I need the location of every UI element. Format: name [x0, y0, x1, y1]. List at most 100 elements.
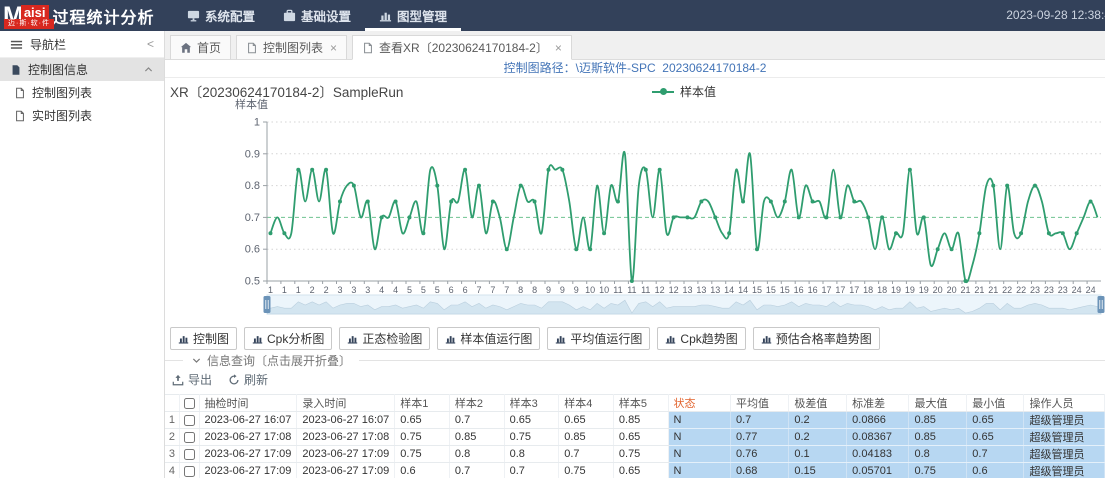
svg-text:9: 9 [546, 285, 551, 295]
hamburger-icon[interactable] [10, 38, 23, 51]
export-button[interactable]: 导出 [172, 371, 212, 388]
tab-2[interactable]: 控制图列表× [236, 35, 347, 60]
close-icon[interactable]: × [330, 41, 337, 55]
svg-text:21: 21 [974, 285, 984, 295]
svg-text:19: 19 [891, 285, 901, 295]
cell-status: N [668, 463, 730, 478]
svg-text:20: 20 [933, 285, 943, 295]
cell-status: N [668, 412, 730, 429]
row-checkbox[interactable] [184, 466, 195, 477]
cell-std: 0.08367 [847, 429, 909, 446]
chart-type-buttons: 控制图 Cpk分析图正态检验图 样本值运行图平均值运行图 Cpk趋势图预估合格率趋势图 [170, 327, 880, 350]
sample-table: 抽检时间录入时间样本1样本2样本3样本4样本5状态平均值极差值标准差最大值最小值… [165, 394, 1105, 478]
refresh-icon [228, 374, 240, 386]
file-filled-icon [10, 64, 22, 76]
svg-text:16: 16 [794, 285, 804, 295]
bar-chart-icon [178, 333, 189, 344]
sidebar-item-3[interactable]: 实时图列表 [0, 104, 164, 127]
cell-t1: 2023-06-27 17:09 [199, 446, 297, 463]
cell-operator: 超级管理员 [1024, 463, 1105, 478]
chart-button-1[interactable]: 控制图 [170, 327, 237, 350]
cell-check [179, 446, 199, 463]
chart-button-2[interactable]: Cpk分析图 [244, 327, 332, 350]
col-header-s2: 样本2 [449, 395, 504, 412]
home-icon [180, 42, 192, 54]
cell-avg: 0.77 [730, 429, 788, 446]
chart-button-4[interactable]: 样本值运行图 [437, 327, 540, 350]
svg-text:18: 18 [877, 285, 887, 295]
svg-text:13: 13 [710, 285, 720, 295]
col-header-min: 最小值 [967, 395, 1024, 412]
cell-check [179, 429, 199, 446]
cell-min: 0.7 [967, 446, 1024, 463]
chevron-down-icon [191, 355, 202, 366]
col-header-s3: 样本3 [504, 395, 559, 412]
menu-item-1[interactable]: 系统配置 [173, 0, 269, 31]
svg-text:7: 7 [504, 285, 509, 295]
sidebar-collapse-button[interactable]: < [147, 37, 154, 51]
chart-button-label: 样本值运行图 [460, 330, 532, 347]
svg-text:8: 8 [518, 285, 523, 295]
refresh-button[interactable]: 刷新 [228, 371, 268, 388]
svg-text:22: 22 [1016, 285, 1026, 295]
cell-s2: 0.7 [449, 463, 504, 478]
cell-idx: 3 [165, 446, 179, 463]
row-checkbox[interactable] [184, 449, 195, 460]
cell-status: N [668, 446, 730, 463]
menu-item-2[interactable]: 基础设置 [269, 0, 365, 31]
svg-text:16: 16 [808, 285, 818, 295]
select-all-checkbox[interactable] [184, 398, 195, 409]
main-panel: 首页控制图列表×查看XR〔20230624170184-2〕× 控制图路径：\迈… [165, 31, 1105, 478]
svg-text:12: 12 [669, 285, 679, 295]
svg-text:21: 21 [960, 285, 970, 295]
chart-button-3[interactable]: 正态检验图 [339, 327, 430, 350]
cell-range: 0.15 [789, 463, 847, 478]
sample-run-chart[interactable]: 样本值10.90.80.70.60.5111223334455566777889… [165, 96, 1105, 322]
refresh-label: 刷新 [244, 371, 268, 388]
chart-button-5[interactable]: 平均值运行图 [547, 327, 650, 350]
col-header-s4: 样本4 [559, 395, 614, 412]
cell-avg: 0.76 [730, 446, 788, 463]
row-checkbox[interactable] [184, 415, 195, 426]
query-section-header[interactable]: 信息查询〔点击展开折叠〕 [165, 352, 1105, 368]
close-icon[interactable]: × [555, 41, 562, 55]
tab-1[interactable]: 首页 [170, 35, 231, 60]
svg-text:1: 1 [296, 285, 301, 295]
svg-text:19: 19 [919, 285, 929, 295]
tab-bar: 首页控制图列表×查看XR〔20230624170184-2〕× [165, 31, 1105, 60]
datazoom-left-handle[interactable] [264, 296, 271, 313]
table-row-1: 12023-06-27 16:072023-06-27 16:070.650.7… [165, 412, 1105, 429]
svg-text:24: 24 [1086, 285, 1096, 295]
menu-item-label: 图型管理 [397, 6, 447, 25]
cell-idx: 1 [165, 412, 179, 429]
bar-chart-icon [555, 333, 566, 344]
sample-table-wrap: 抽检时间录入时间样本1样本2样本3样本4样本5状态平均值极差值标准差最大值最小值… [165, 394, 1105, 478]
breadcrumb[interactable]: 控制图路径：\迈斯软件-SPC 20230624170184-2 [504, 61, 767, 75]
datazoom-right-handle[interactable] [1098, 296, 1105, 313]
menu-item-3[interactable]: 图型管理 [365, 0, 461, 31]
svg-text:7: 7 [490, 285, 495, 295]
svg-text:3: 3 [351, 285, 356, 295]
app-logo: M aisi 迈·斯·软·件 过程统计分析 [0, 0, 165, 31]
row-checkbox[interactable] [184, 432, 195, 443]
svg-text:19: 19 [905, 285, 915, 295]
sidebar-item-label: 控制图列表 [32, 84, 154, 101]
svg-text:14: 14 [738, 285, 748, 295]
cell-s1: 0.6 [395, 463, 450, 478]
col-header-avg: 平均值 [730, 395, 788, 412]
svg-text:7: 7 [476, 285, 481, 295]
sidebar-item-1[interactable]: 控制图信息 [0, 58, 164, 81]
svg-text:9: 9 [574, 285, 579, 295]
sidebar-item-2[interactable]: 控制图列表 [0, 81, 164, 104]
cell-t1: 2023-06-27 16:07 [199, 412, 297, 429]
top-navbar: M aisi 迈·斯·软·件 过程统计分析 系统配置基础设置图型管理 2023-… [0, 0, 1105, 31]
svg-text:15: 15 [766, 285, 776, 295]
sidebar-title: 导航栏 [30, 36, 140, 53]
chart-button-6[interactable]: Cpk趋势图 [657, 327, 745, 350]
tab-3[interactable]: 查看XR〔20230624170184-2〕× [352, 35, 572, 60]
chart-button-label: Cpk趋势图 [680, 330, 737, 347]
svg-text:5: 5 [421, 285, 426, 295]
svg-text:10: 10 [599, 285, 609, 295]
export-icon [172, 374, 184, 386]
chart-button-7[interactable]: 预估合格率趋势图 [753, 327, 880, 350]
